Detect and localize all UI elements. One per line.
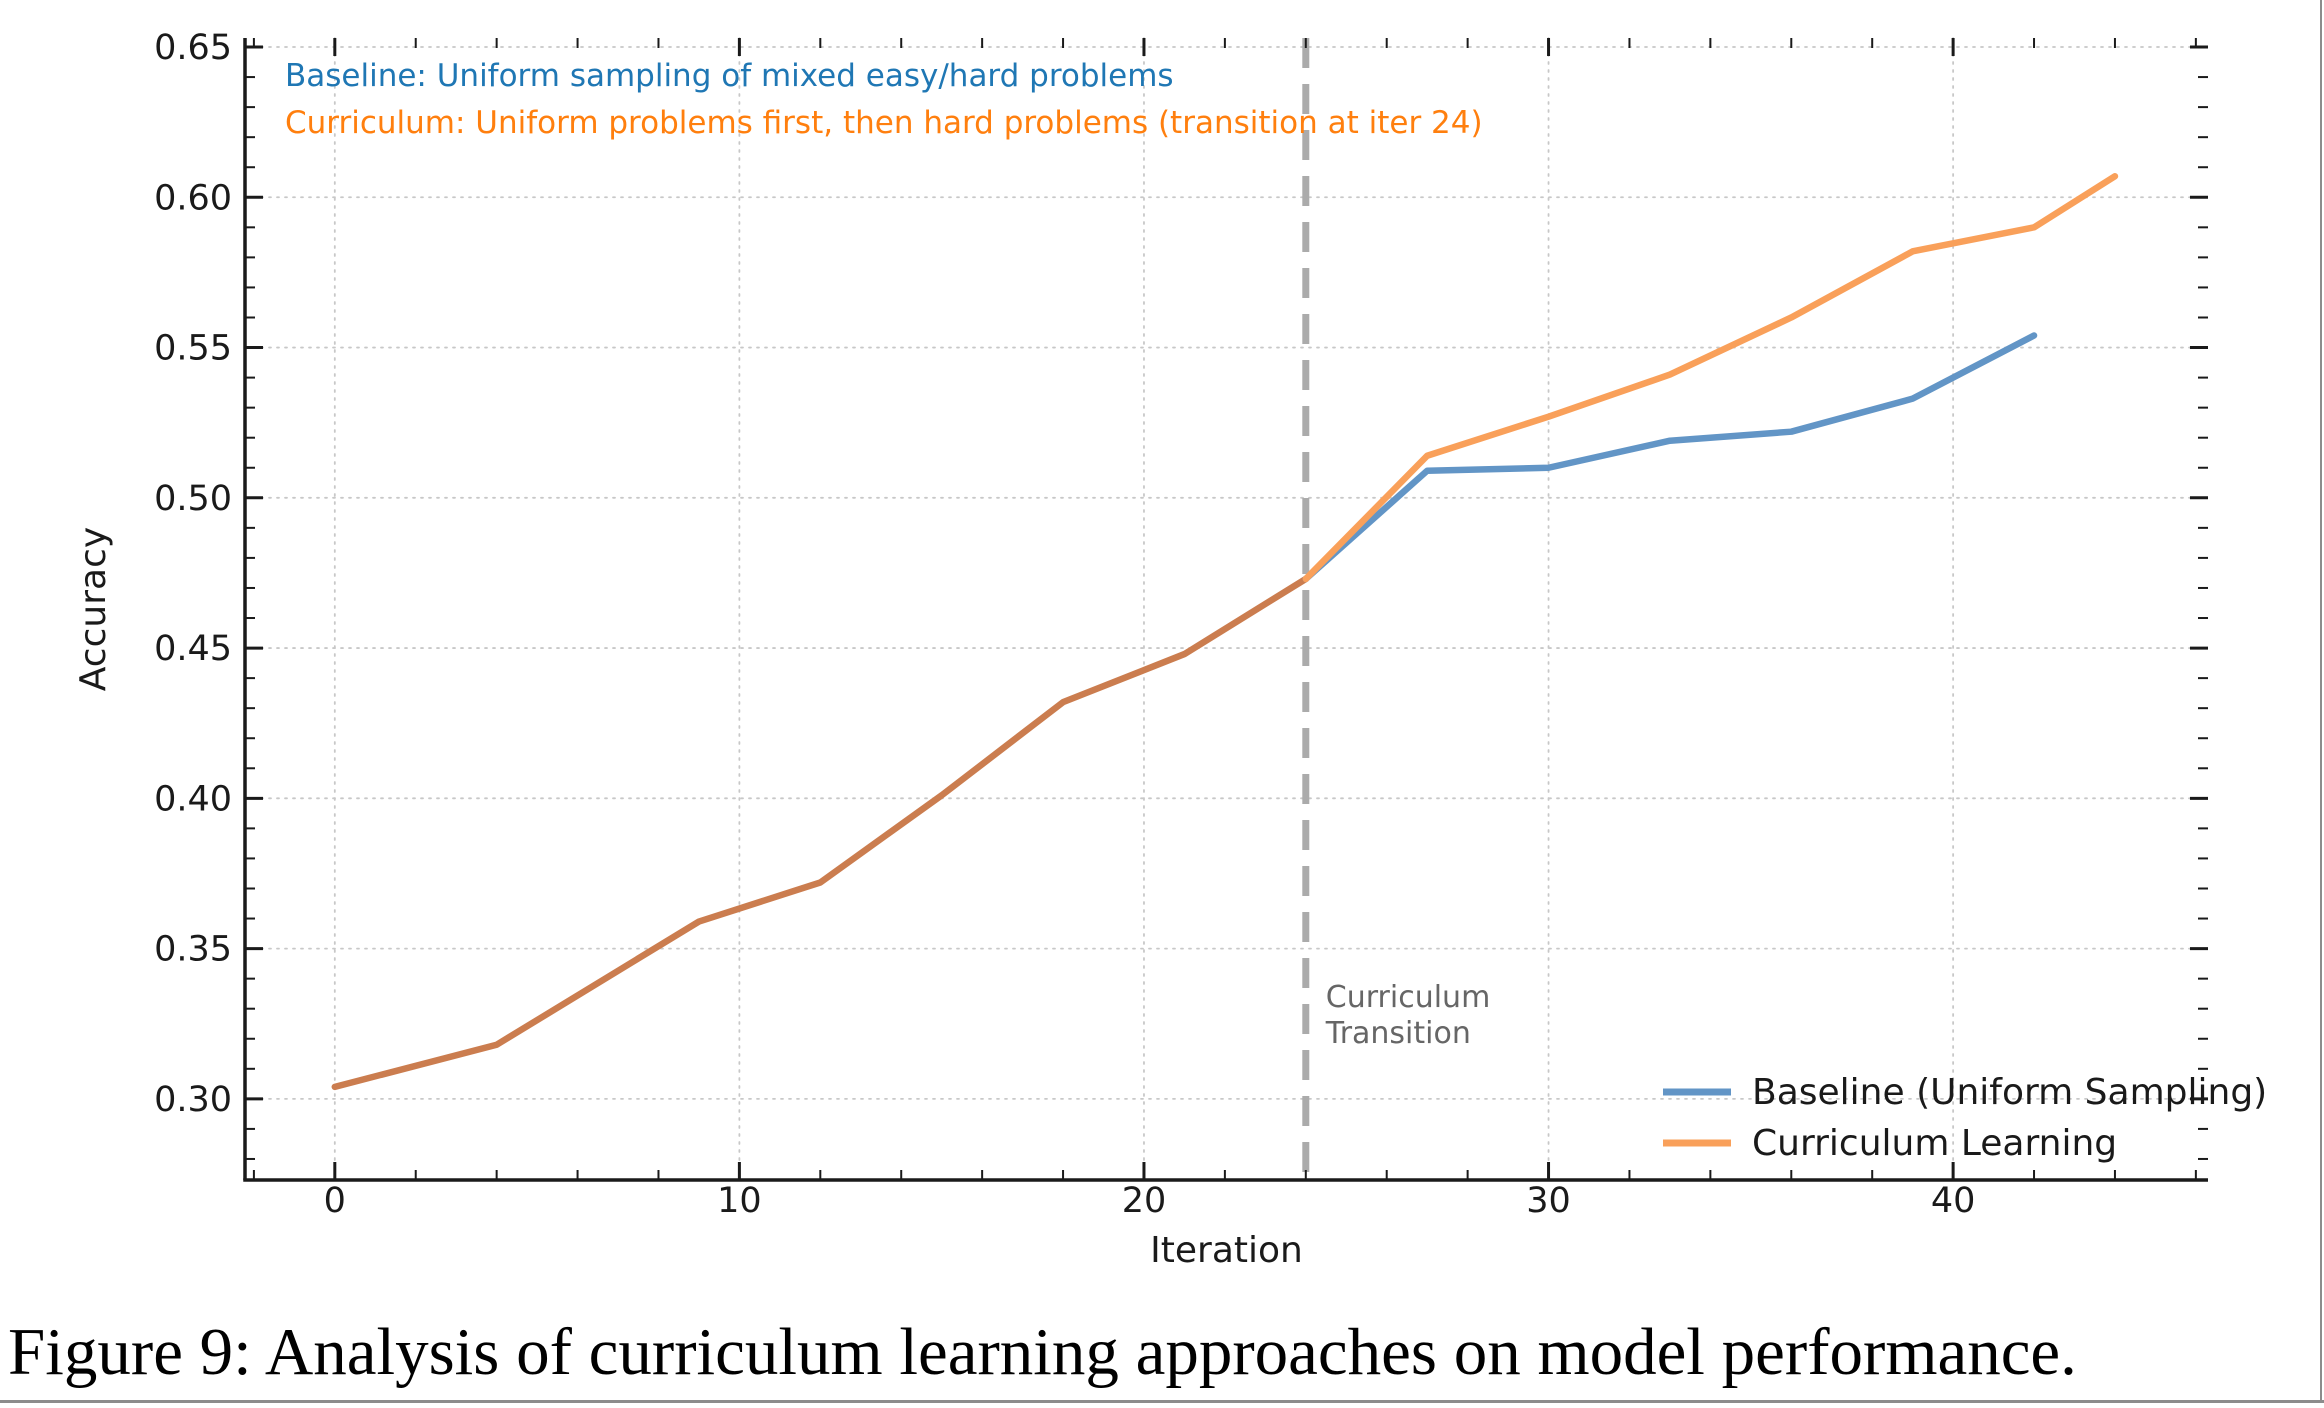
baseline-annotation: Baseline: Uniform sampling of mixed easy… xyxy=(285,58,1174,94)
y-tick-label: 0.55 xyxy=(154,329,232,369)
x-tick-label: 20 xyxy=(1122,1181,1167,1221)
x-tick-label: 40 xyxy=(1931,1181,1976,1221)
transition-label-line2: Transition xyxy=(1325,1016,1471,1051)
x-tick-label: 0 xyxy=(324,1181,346,1221)
curriculum-learning-line-chart: 0 10 20 30 40 0.30 0.35 0.40 0.45 0.50 0.55 0.60 0.6… xyxy=(73,28,2267,1271)
figure-caption: Figure 9: Analysis of curriculum learnin… xyxy=(8,1315,2077,1389)
legend-label: Curriculum Learning xyxy=(1752,1123,2117,1164)
y-axis-label: Accuracy xyxy=(73,527,114,691)
legend xyxy=(1663,1088,1731,1147)
y-tick-label: 0.45 xyxy=(154,629,232,669)
axis-ticks xyxy=(245,38,2208,1180)
page-bottom-border xyxy=(0,1400,2324,1403)
shared-segment-line xyxy=(331,575,1310,1091)
y-tick-label: 0.50 xyxy=(154,479,232,519)
curriculum-annotation: Curriculum: Uniform problems first, then… xyxy=(285,105,1483,141)
x-axis-label: Iteration xyxy=(1150,1230,1303,1271)
y-tick-label: 0.65 xyxy=(154,28,232,68)
page-right-border xyxy=(2320,0,2322,1402)
x-tick-label: 10 xyxy=(717,1181,762,1221)
baseline-line xyxy=(1302,332,2038,583)
curriculum-line xyxy=(1302,172,2119,583)
x-tick-label: 30 xyxy=(1526,1181,1571,1221)
legend-label: Baseline (Uniform Sampling) xyxy=(1752,1072,2267,1113)
gridlines xyxy=(244,37,2209,1181)
transition-label-line1: Curriculum xyxy=(1326,980,1491,1015)
y-tick-label: 0.60 xyxy=(154,178,232,218)
y-tick-label: 0.40 xyxy=(154,779,232,819)
y-tick-label: 0.30 xyxy=(154,1080,232,1120)
y-tick-label: 0.35 xyxy=(154,930,232,970)
